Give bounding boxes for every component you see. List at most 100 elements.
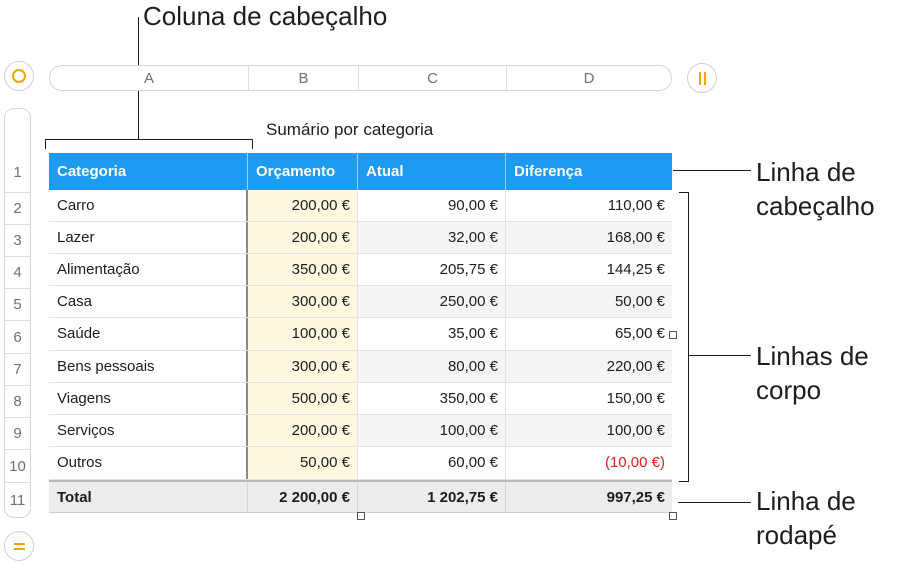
table-cell[interactable]: 500,00 € [248, 383, 358, 414]
table-cell[interactable]: 60,00 € [358, 447, 506, 479]
table-row: Saúde 100,00 € 35,00 € 65,00 € [49, 318, 672, 351]
equals-icon-bar [14, 548, 25, 550]
table-cell[interactable]: 220,00 € [506, 351, 672, 382]
table-cell[interactable]: Bens pessoais [49, 351, 248, 382]
table-cell[interactable]: 205,75 € [358, 254, 506, 285]
annotation-body-rows-line2: corpo [756, 375, 822, 405]
resize-handle-right[interactable] [669, 331, 677, 339]
column-header-c[interactable]: C [359, 66, 507, 90]
footer-row: Total 2 200,00 € 1 202,75 € 997,25 € [49, 480, 672, 513]
body-rows-bracket-bottom [679, 481, 689, 482]
table-cell[interactable]: 168,00 € [506, 222, 672, 253]
row-header-10[interactable]: 10 [5, 449, 30, 482]
table-cell[interactable]: 300,00 € [248, 351, 358, 382]
table-cell[interactable]: 32,00 € [358, 222, 506, 253]
footer-cell[interactable]: 1 202,75 € [358, 482, 506, 512]
row-header-bar: 1 2 3 4 5 6 7 8 9 10 11 [4, 108, 31, 518]
annotation-body-rows-line1: Linhas de [756, 341, 869, 371]
table-cell[interactable]: 200,00 € [248, 222, 358, 253]
table-cell[interactable]: 250,00 € [358, 286, 506, 317]
annotation-footer-row-line2: rodapé [756, 520, 837, 550]
table-cell[interactable]: 100,00 € [506, 415, 672, 446]
row-header-11[interactable]: 11 [5, 482, 30, 517]
table-row: Alimentação 350,00 € 205,75 € 144,25 € [49, 254, 672, 286]
annotation-footer-row-line1: Linha de [756, 486, 856, 516]
table-cell[interactable]: Casa [49, 286, 248, 317]
body-rows-bracket-vertical [688, 192, 689, 482]
annotation-line-header-row [673, 170, 751, 171]
body-rows-bracket-top [679, 192, 689, 193]
table-cell[interactable]: Lazer [49, 222, 248, 253]
table-cell[interactable]: 100,00 € [248, 318, 358, 350]
column-header-d[interactable]: D [583, 70, 595, 87]
table-cell[interactable]: 50,00 € [506, 286, 672, 317]
table-cell[interactable]: Viagens [49, 383, 248, 414]
table-row: Carro 200,00 € 90,00 € 110,00 € [49, 190, 672, 222]
table-cell[interactable]: 65,00 € [614, 325, 665, 342]
table-cell[interactable]: Carro [49, 190, 248, 221]
table-cell[interactable]: 350,00 € [358, 383, 506, 414]
table-options-button[interactable] [4, 61, 34, 91]
resize-handle-corner[interactable] [669, 512, 677, 520]
table-cell[interactable]: 150,00 € [606, 390, 665, 407]
table-cell[interactable]: 50,00 € [248, 447, 358, 479]
circle-icon [12, 69, 26, 83]
annotation-line-body-rows [688, 355, 751, 356]
column-header-bar: A B C D [49, 65, 672, 91]
header-cell[interactable]: Categoria [49, 153, 248, 190]
table-cell[interactable]: Serviços [49, 415, 248, 446]
table-cell[interactable]: Alimentação [49, 254, 248, 285]
row-header-3[interactable]: 3 [5, 224, 30, 256]
table-row: Bens pessoais 300,00 € 80,00 € 220,00 € [49, 351, 672, 383]
header-column-bracket-top [45, 139, 253, 140]
row-header-7[interactable]: 7 [5, 353, 30, 385]
annotation-line-footer-row [678, 502, 751, 503]
table-cell[interactable]: Saúde [49, 318, 248, 350]
table-row: Viagens 500,00 € 350,00 € 150,00 € [49, 383, 672, 415]
header-cell[interactable]: Diferença [514, 163, 583, 180]
add-row-button[interactable] [4, 531, 34, 561]
pause-icon [699, 72, 701, 85]
pause-icon-bar [704, 72, 706, 85]
table-cell[interactable]: 80,00 € [358, 351, 506, 382]
table-cell[interactable]: 350,00 € [248, 254, 358, 285]
row-header-8[interactable]: 8 [5, 385, 30, 417]
add-column-button[interactable] [687, 63, 717, 93]
table-cell[interactable]: 90,00 € [358, 190, 506, 221]
row-header-2[interactable]: 2 [5, 192, 30, 224]
column-header-b[interactable]: B [249, 66, 359, 90]
header-column-bracket-left [45, 139, 46, 149]
table-row: Outros 50,00 € 60,00 € (10,00 €) [49, 447, 672, 480]
row-header-9[interactable]: 9 [5, 417, 30, 449]
header-row: Categoria Orçamento Atual Diferença [49, 153, 672, 190]
table-row: Casa 300,00 € 250,00 € 50,00 € [49, 286, 672, 318]
header-cell[interactable]: Atual [358, 153, 506, 190]
row-header-6[interactable]: 6 [5, 320, 30, 353]
column-header-a[interactable]: A [50, 66, 249, 90]
negative-value-cell[interactable]: (10,00 €) [604, 454, 665, 471]
table-title[interactable]: Sumário por categoria [266, 120, 434, 139]
annotation-header-row-line1: Linha de [756, 157, 856, 187]
annotation-header-row-line2: cabeçalho [756, 191, 875, 221]
row-header-4[interactable]: 4 [5, 256, 30, 288]
footer-cell[interactable]: 997,25 € [606, 489, 665, 506]
table-cell[interactable]: 300,00 € [248, 286, 358, 317]
table-cell[interactable]: 144,25 € [606, 261, 665, 278]
row-header-1[interactable]: 1 [13, 164, 22, 181]
table-cell[interactable]: 200,00 € [248, 190, 358, 221]
footer-cell[interactable]: 2 200,00 € [248, 482, 358, 512]
equals-icon [14, 543, 25, 545]
annotation-header-column: Coluna de cabeçalho [143, 1, 388, 31]
header-column-bracket-right [252, 139, 253, 149]
table-cell[interactable]: 200,00 € [248, 415, 358, 446]
resize-handle-bottom[interactable] [357, 512, 365, 520]
table-row: Serviços 200,00 € 100,00 € 100,00 € [49, 415, 672, 447]
header-cell[interactable]: Orçamento [248, 153, 358, 190]
table-cell[interactable]: 100,00 € [358, 415, 506, 446]
row-header-5[interactable]: 5 [5, 288, 30, 320]
table-cell[interactable]: Outros [49, 447, 248, 479]
table-row: Lazer 200,00 € 32,00 € 168,00 € [49, 222, 672, 254]
table-cell[interactable]: 35,00 € [358, 318, 506, 350]
footer-cell[interactable]: Total [49, 482, 248, 512]
table-cell[interactable]: 110,00 € [607, 197, 665, 214]
